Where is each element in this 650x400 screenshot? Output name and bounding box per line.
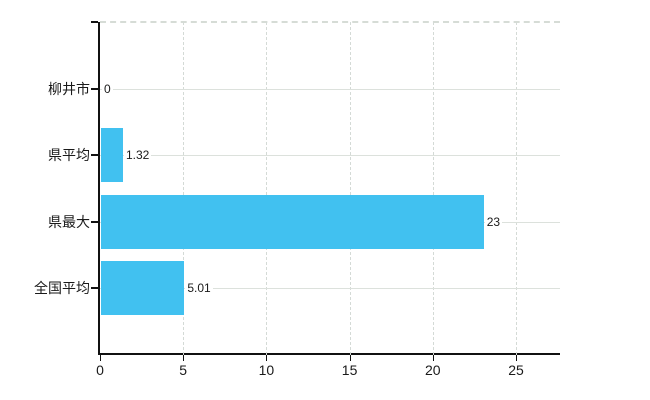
y-axis-category-tick: [91, 154, 98, 157]
category-label: 県平均: [48, 147, 90, 164]
value-label: 0: [102, 80, 113, 97]
x-tick-label: 25: [508, 362, 524, 378]
horizontal-gridline: [100, 155, 560, 157]
plot-top-border: [100, 21, 560, 23]
x-axis-tick: [432, 355, 434, 361]
horizontal-gridline: [100, 288, 560, 290]
category-label: 県最大: [48, 213, 90, 230]
x-axis-line: [98, 353, 560, 355]
y-axis-line: [98, 22, 100, 355]
x-axis-tick: [183, 355, 185, 361]
x-axis-tick: [266, 355, 268, 361]
horizontal-gridline: [100, 88, 560, 90]
x-axis-tick: [100, 355, 101, 361]
bar: [101, 261, 185, 316]
category-label: 全国平均: [34, 280, 90, 297]
x-tick-label: 5: [179, 362, 188, 378]
x-tick-label: 0: [96, 362, 104, 378]
x-tick-label: 10: [258, 362, 275, 378]
category-label: 柳井市: [48, 80, 90, 97]
x-tick-label: 15: [341, 362, 358, 378]
bar: [101, 194, 484, 249]
x-axis-tick: [349, 355, 351, 361]
y-axis-top-tick: [91, 21, 98, 23]
vertical-gridline: [349, 22, 351, 355]
bar: [101, 128, 123, 183]
value-label: 1.32: [123, 147, 152, 164]
y-axis-category-tick: [91, 287, 98, 290]
vertical-gridline: [432, 22, 434, 355]
vertical-gridline: [183, 22, 185, 355]
value-label: 23: [484, 213, 503, 230]
y-axis-category-tick: [91, 220, 98, 223]
x-axis-tick: [516, 355, 517, 361]
vertical-gridline: [266, 22, 268, 355]
value-label: 5.01: [185, 280, 213, 297]
y-axis-category-tick: [91, 87, 98, 90]
vertical-gridline: [516, 22, 517, 355]
x-tick-label: 20: [425, 362, 441, 378]
